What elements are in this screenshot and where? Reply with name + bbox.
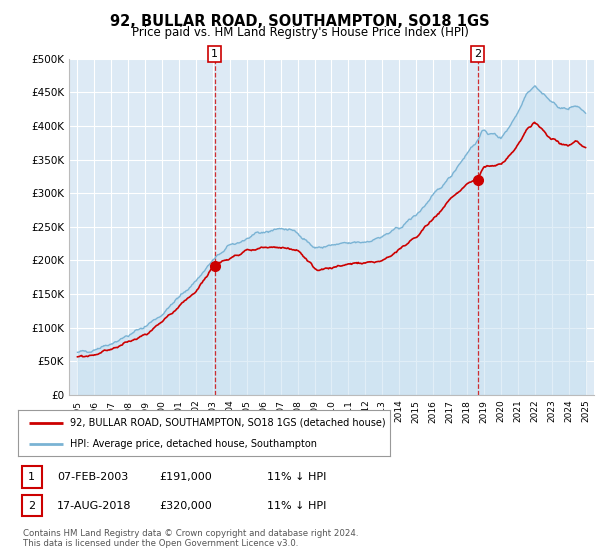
Text: 92, BULLAR ROAD, SOUTHAMPTON, SO18 1GS (detached house): 92, BULLAR ROAD, SOUTHAMPTON, SO18 1GS (… (70, 418, 386, 428)
Text: 1: 1 (211, 49, 218, 59)
Text: 2: 2 (474, 49, 481, 59)
Text: 11% ↓ HPI: 11% ↓ HPI (267, 472, 326, 482)
Text: Contains HM Land Registry data © Crown copyright and database right 2024.
This d: Contains HM Land Registry data © Crown c… (23, 529, 358, 548)
Text: 92, BULLAR ROAD, SOUTHAMPTON, SO18 1GS: 92, BULLAR ROAD, SOUTHAMPTON, SO18 1GS (110, 14, 490, 29)
Text: 17-AUG-2018: 17-AUG-2018 (57, 501, 131, 511)
Text: 1: 1 (28, 472, 35, 482)
Text: 11% ↓ HPI: 11% ↓ HPI (267, 501, 326, 511)
Text: 2: 2 (28, 501, 35, 511)
Text: HPI: Average price, detached house, Southampton: HPI: Average price, detached house, Sout… (70, 439, 317, 449)
Text: £191,000: £191,000 (159, 472, 212, 482)
Text: £320,000: £320,000 (159, 501, 212, 511)
Text: Price paid vs. HM Land Registry's House Price Index (HPI): Price paid vs. HM Land Registry's House … (131, 26, 469, 39)
Text: 07-FEB-2003: 07-FEB-2003 (57, 472, 128, 482)
